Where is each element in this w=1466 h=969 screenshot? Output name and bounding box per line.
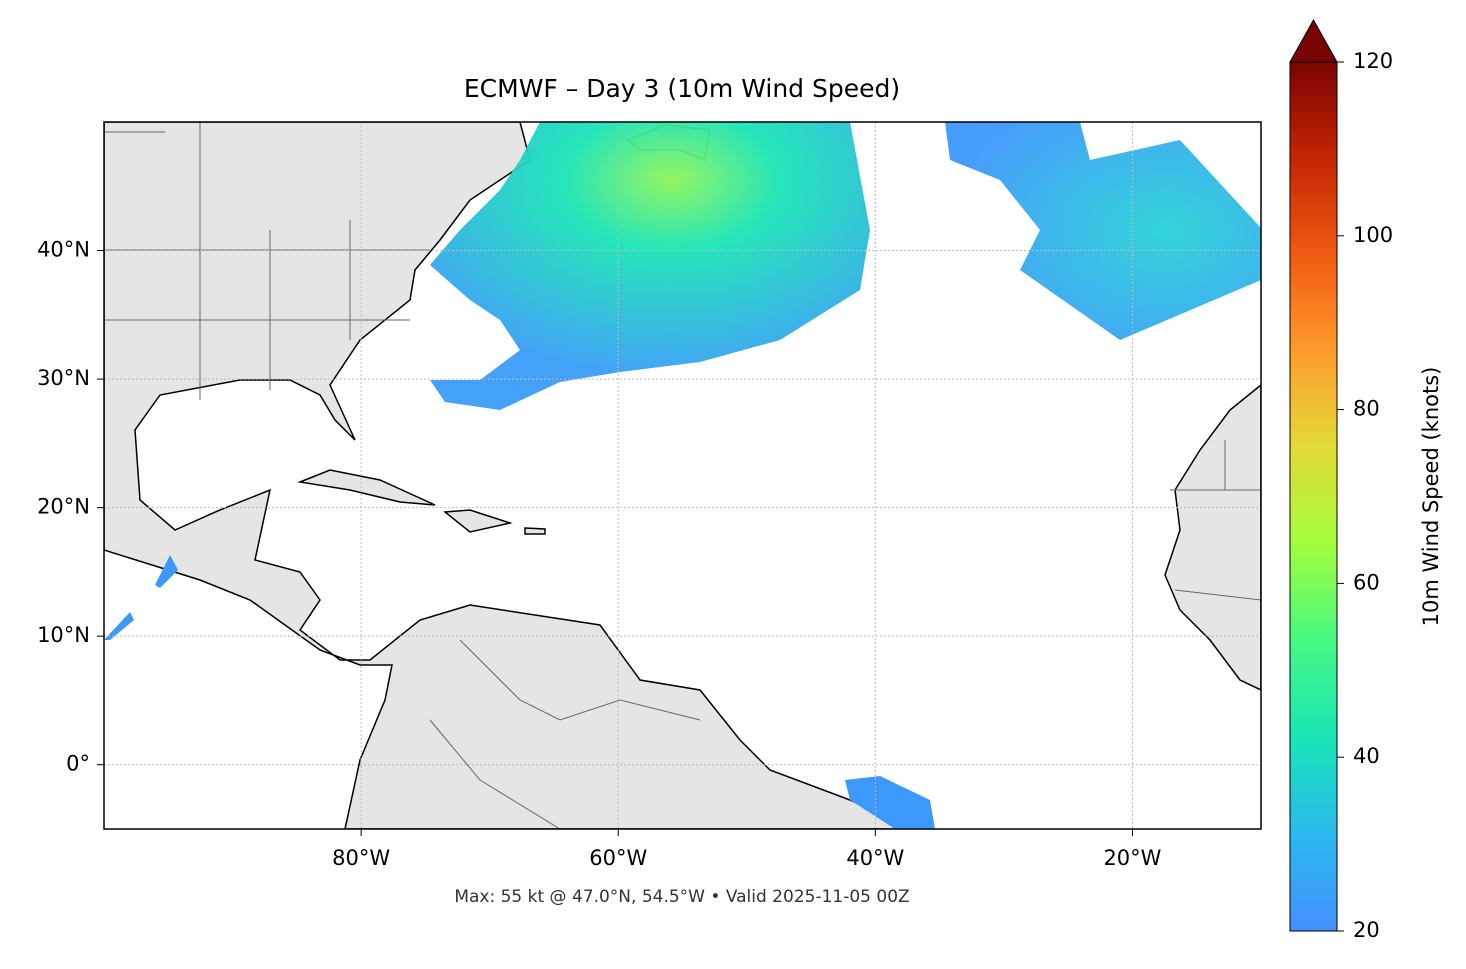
chart-title: ECMWF – Day 3 (10m Wind Speed) [464,74,900,103]
wind-field [945,122,1261,340]
x-tick-label: 40°W [846,846,904,870]
borders [104,122,1261,829]
y-tick-label: 30°N [37,366,90,390]
colorbar-label: 10m Wind Speed (knots) [1419,367,1443,627]
y-tick-label: 40°N [37,238,90,262]
colorbar-tick-label: 40 [1353,744,1380,768]
colorbar [1289,61,1338,932]
colorbar-tick-label: 20 [1353,918,1380,942]
colorbar-tick-label: 100 [1353,223,1393,247]
x-tick-label: 80°W [332,846,390,870]
map-area [104,122,1261,829]
puerto-rico [524,527,546,535]
colorbar-extend [1289,18,1338,63]
americas [104,122,913,829]
y-tick-label: 0° [66,752,90,776]
x-tick-label: 60°W [589,846,647,870]
map-frame [103,121,1262,830]
cuba [297,469,436,506]
colorbar-tick-label: 80 [1353,397,1380,421]
x-tick-label: 20°W [1103,846,1161,870]
y-tick-label: 20°N [37,495,90,519]
y-tick-label: 10°N [37,623,90,647]
colorbar-tick-label: 120 [1353,49,1393,73]
annotation: Max: 55 kt @ 47.0°N, 54.5°W • Valid 2025… [454,887,909,907]
wind-field [430,122,870,410]
colorbar-tick-label: 60 [1353,570,1380,594]
hispaniola [443,509,513,533]
africa [1164,384,1261,691]
